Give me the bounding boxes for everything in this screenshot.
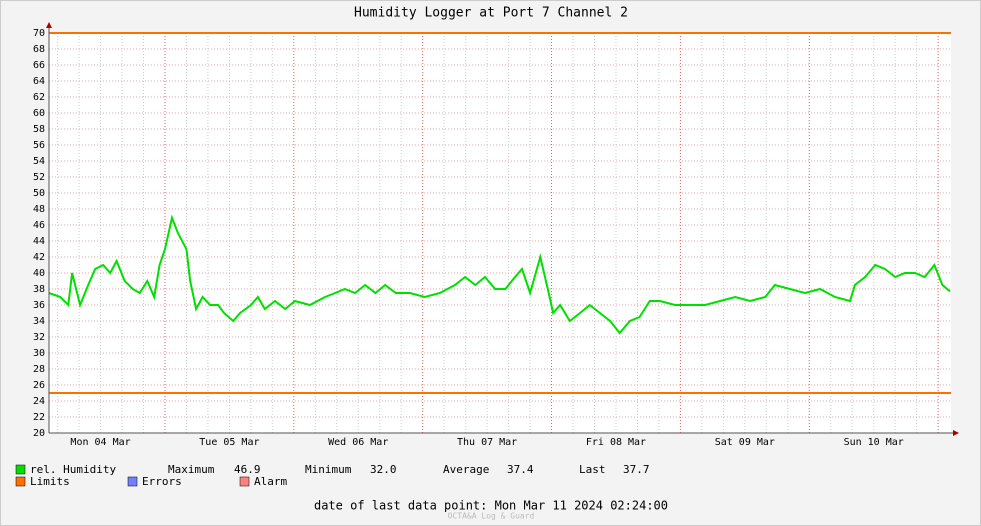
x-tick-label: Fri 08 Mar <box>586 437 646 448</box>
y-tick-label: 66 <box>33 60 45 71</box>
legend-label: Errors <box>142 475 182 488</box>
stat-value: 32.0 <box>370 463 397 476</box>
x-axis-arrow <box>953 430 959 436</box>
legend-swatch <box>127 476 138 487</box>
legend-swatch <box>15 464 26 475</box>
stat-value: 46.9 <box>234 463 261 476</box>
data-line <box>48 214 951 335</box>
footer: date of last data point: Mon Mar 11 2024… <box>314 499 668 513</box>
plot-area <box>49 33 951 433</box>
y-tick-label: 68 <box>33 44 45 55</box>
y-tick-label: 56 <box>33 140 45 151</box>
y-tick-label: 26 <box>33 380 45 391</box>
y-tick-label: 60 <box>33 108 45 119</box>
legend-label: rel. Humidity <box>30 463 116 476</box>
x-tick-label: Thu 07 Mar <box>457 437 517 448</box>
y-tick-label: 38 <box>33 284 45 295</box>
stat-value: 37.4 <box>507 463 534 476</box>
y-tick-label: 48 <box>33 204 45 215</box>
y-tick-label: 58 <box>33 124 45 135</box>
y-tick-label: 28 <box>33 364 45 375</box>
x-tick-label: Sun 10 Mar <box>844 437 904 448</box>
y-tick-label: 34 <box>33 316 45 327</box>
x-tick-label: Sat 09 Mar <box>715 437 775 448</box>
legend-swatch <box>239 476 250 487</box>
y-tick-label: 20 <box>33 428 45 439</box>
stat-name: Minimum <box>305 463 352 476</box>
legend-label: Alarm <box>254 475 287 488</box>
y-tick-label: 44 <box>33 236 45 247</box>
y-tick-label: 62 <box>33 92 45 103</box>
stat-name: Average <box>443 463 489 476</box>
legend-label: Limits <box>30 475 70 488</box>
y-tick-label: 64 <box>33 76 45 87</box>
y-tick-label: 54 <box>33 156 45 167</box>
y-tick-label: 36 <box>33 300 45 311</box>
watermark: OCTA&A Log & Guard <box>448 512 535 521</box>
y-tick-label: 32 <box>33 332 45 343</box>
chart-title: Humidity Logger at Port 7 Channel 2 <box>354 6 628 21</box>
y-tick-label: 50 <box>33 188 45 199</box>
y-tick-label: 70 <box>33 28 45 39</box>
y-axis-arrow <box>46 22 52 28</box>
stat-name: Last <box>579 463 606 476</box>
stat-value: 37.7 <box>623 463 650 476</box>
y-tick-label: 30 <box>33 348 45 359</box>
y-tick-label: 52 <box>33 172 45 183</box>
y-tick-label: 24 <box>33 396 45 407</box>
y-tick-label: 42 <box>33 252 45 263</box>
marks <box>48 32 951 394</box>
x-tick-label: Mon 04 Mar <box>70 437 130 448</box>
y-tick-label: 22 <box>33 412 45 423</box>
y-tick-label: 46 <box>33 220 45 231</box>
x-tick-label: Tue 05 Mar <box>199 437 259 448</box>
x-tick-label: Wed 06 Mar <box>328 437 388 448</box>
y-tick-label: 40 <box>33 268 45 279</box>
grid <box>49 32 951 434</box>
stat-name: Maximum <box>168 463 215 476</box>
legend-swatch <box>15 476 26 487</box>
